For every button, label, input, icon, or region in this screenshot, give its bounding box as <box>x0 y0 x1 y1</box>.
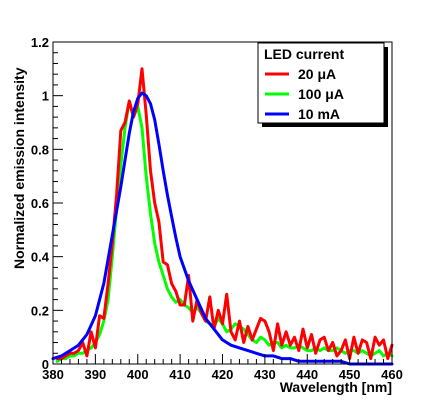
legend-label: 20 μA <box>298 66 336 82</box>
legend-label: 10 mA <box>298 106 340 122</box>
x-tick-label: 450 <box>339 367 361 382</box>
y-axis-label: Normalized emission intensity <box>11 67 27 269</box>
x-tick-label: 400 <box>127 367 149 382</box>
y-axis: 0 0.2 0.4 0.6 0.8 1 1.2 <box>31 35 63 372</box>
legend-title: LED current <box>264 46 344 62</box>
x-tick-label: 460 <box>381 367 403 382</box>
legend-label: 100 μA <box>298 86 344 102</box>
y-tick-label: 0 <box>42 357 49 372</box>
x-tick-label: 390 <box>85 367 107 382</box>
x-axis-label: Wavelength [nm] <box>280 379 392 395</box>
legend-entries: 20 μA 100 μA 10 mA <box>265 66 344 122</box>
y-tick-label: 1.2 <box>31 35 49 50</box>
x-axis: 380 390 400 410 420 430 440 450 460 <box>42 354 403 382</box>
legend-box <box>257 42 385 124</box>
y-tick-label: 0.6 <box>31 196 49 211</box>
y-tick-label: 1 <box>42 89 49 104</box>
x-tick-label: 380 <box>42 367 64 382</box>
x-tick-label: 440 <box>296 367 318 382</box>
x-tick-label: 410 <box>169 367 191 382</box>
series-layer <box>51 67 394 366</box>
y-tick-label: 0.2 <box>31 303 49 318</box>
x-tick-label: 420 <box>212 367 234 382</box>
y-tick-label: 0.4 <box>31 250 50 265</box>
series-line-2 <box>51 91 394 366</box>
legend: LED current 20 μA 100 μA 10 mA <box>257 42 388 127</box>
x-tick-label: 430 <box>254 367 276 382</box>
y-tick-label: 0.8 <box>31 142 49 157</box>
